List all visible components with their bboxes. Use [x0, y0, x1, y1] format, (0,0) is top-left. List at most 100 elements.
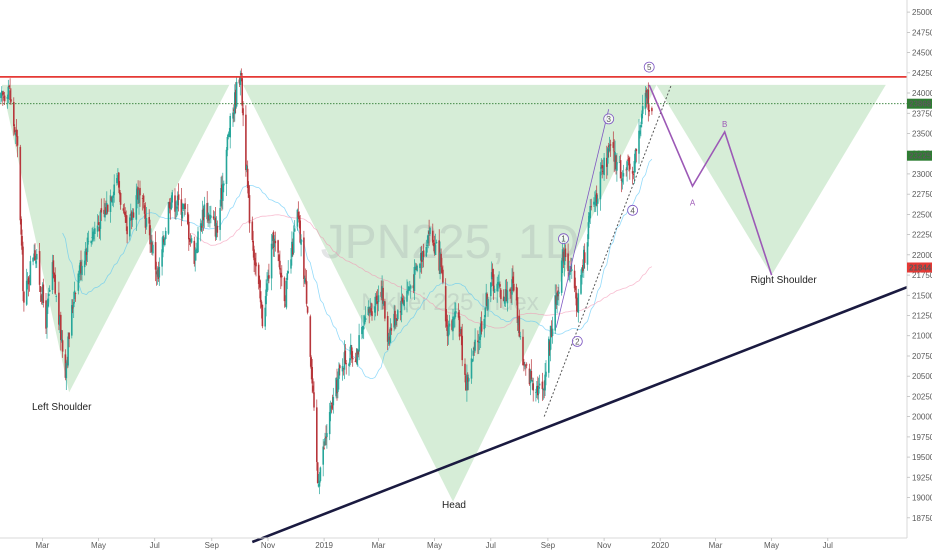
candle-body — [122, 208, 125, 211]
candle-body — [312, 385, 314, 392]
candle-body — [91, 237, 93, 238]
candle-body — [29, 261, 32, 286]
trendline-3[interactable] — [555, 109, 610, 328]
candle-body — [322, 446, 324, 465]
price-tick-label: 19000 — [912, 494, 932, 503]
candle-body — [79, 262, 81, 275]
candle-body — [194, 249, 196, 261]
candle-body — [139, 187, 141, 196]
price-tick-label: 21750 — [912, 271, 932, 280]
candle-body — [109, 195, 112, 212]
candle-body — [246, 165, 248, 170]
candle-body — [332, 397, 335, 406]
candle-body — [184, 203, 186, 209]
candle-body — [0, 92, 2, 98]
candle-body — [571, 269, 573, 271]
projection-path[interactable] — [648, 84, 773, 276]
candle-body — [485, 292, 487, 306]
candle-body — [1, 90, 3, 96]
candle-body — [112, 194, 115, 198]
candle-body — [341, 366, 344, 372]
candle-body — [567, 253, 569, 271]
wave-label-text: B — [722, 120, 727, 129]
candle-body — [188, 238, 191, 242]
candle-body — [487, 299, 489, 310]
candle-body — [8, 85, 10, 88]
time-tick-label: 2020 — [651, 541, 669, 550]
candle-body — [38, 251, 41, 285]
candle-body — [99, 211, 102, 229]
candle-body — [582, 265, 584, 271]
candle-body — [34, 250, 36, 261]
candle-body — [284, 304, 287, 306]
candle-body — [562, 251, 565, 262]
candle-body — [303, 237, 305, 279]
candle-body — [452, 316, 454, 332]
candle-body — [537, 387, 540, 394]
candle-body — [525, 364, 527, 366]
candle-body — [478, 341, 480, 343]
candle-body — [375, 295, 378, 301]
candle-body — [537, 385, 539, 396]
candle-body — [240, 72, 243, 76]
candle-body — [528, 368, 531, 385]
candle-body — [434, 244, 437, 255]
candle-body — [225, 149, 228, 184]
candle-body — [329, 405, 332, 415]
candle-body — [291, 241, 293, 258]
candle-body — [367, 306, 370, 315]
candle-body — [580, 274, 582, 294]
candle-body — [317, 484, 320, 487]
candle-body — [530, 371, 533, 380]
trendline-1[interactable] — [251, 285, 908, 544]
candle-body — [22, 246, 24, 292]
candle-body — [408, 286, 410, 291]
candle-body — [525, 364, 528, 366]
candle-body — [234, 89, 237, 105]
candle-body — [182, 203, 184, 210]
candle-body — [313, 392, 315, 408]
wave-label-3: 3 — [603, 113, 615, 125]
candle-body — [55, 296, 57, 297]
candle-body — [335, 378, 337, 397]
candle-body — [403, 300, 405, 307]
price-tick-label: 19500 — [912, 453, 932, 462]
candle-body — [412, 285, 415, 289]
candle-body — [497, 281, 499, 285]
candle-body — [164, 238, 166, 246]
candle-body — [129, 217, 131, 237]
candle-body — [573, 270, 576, 289]
candle-body — [369, 306, 371, 314]
wave-label-circle — [627, 204, 638, 216]
candle-body — [356, 348, 359, 365]
candle-body — [511, 279, 513, 295]
candle-body — [71, 305, 73, 336]
price-tick-label: 20000 — [912, 413, 932, 422]
candle-body — [168, 201, 171, 208]
candle-body — [110, 196, 113, 201]
candle-body — [292, 232, 295, 253]
candle-body — [554, 295, 556, 331]
price-label-box — [907, 98, 932, 109]
time-tick-label: Sep — [205, 541, 220, 550]
trendline-2[interactable] — [543, 84, 672, 417]
candle-body — [454, 311, 456, 319]
candle-body — [59, 316, 61, 326]
candle-body — [138, 190, 140, 203]
candle-body — [581, 267, 583, 278]
candle-body — [343, 352, 346, 370]
candle-body — [325, 436, 327, 439]
candle-body — [550, 328, 553, 337]
price-tick-label: 24750 — [912, 28, 932, 37]
candle-body — [429, 227, 431, 235]
candle-body — [381, 286, 383, 299]
candle-body — [606, 157, 608, 167]
candle-body — [529, 370, 532, 384]
candle-body — [220, 188, 222, 206]
candle-body — [628, 158, 630, 166]
candle-body — [298, 215, 301, 223]
candle-body — [118, 172, 120, 188]
candle-body — [493, 288, 496, 293]
candle-body — [564, 248, 567, 257]
